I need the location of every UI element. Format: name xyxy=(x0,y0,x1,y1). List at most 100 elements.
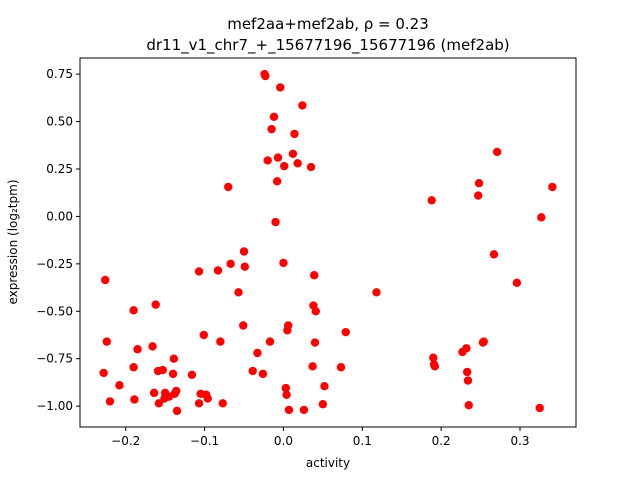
data-point xyxy=(154,399,164,408)
data-point xyxy=(293,159,302,168)
data-point xyxy=(336,363,346,372)
data-point xyxy=(115,381,124,390)
points-layer xyxy=(99,69,557,416)
data-point xyxy=(129,306,138,315)
data-point xyxy=(308,362,317,371)
chart-title-line2: dr11_v1_chr7_+_15677196_15677196 (mef2ab… xyxy=(146,36,509,55)
y-tick-label: −0.25 xyxy=(36,257,73,271)
data-point xyxy=(269,112,279,122)
y-tick-label: 0.00 xyxy=(46,209,73,223)
data-point xyxy=(271,217,280,227)
data-point xyxy=(261,71,270,81)
data-point xyxy=(267,124,276,134)
data-point xyxy=(248,366,257,376)
data-point xyxy=(101,275,110,285)
data-point xyxy=(213,266,223,275)
data-point xyxy=(273,153,283,162)
data-point xyxy=(512,278,522,288)
data-point xyxy=(310,338,320,347)
y-tick-label: −0.75 xyxy=(36,352,73,366)
data-point xyxy=(187,370,197,380)
data-point xyxy=(169,354,179,363)
data-point xyxy=(282,390,291,399)
x-axis-label: activity xyxy=(306,456,350,470)
data-point xyxy=(253,348,262,358)
data-point xyxy=(548,182,557,192)
data-point xyxy=(430,362,440,371)
y-tick-label: −1.00 xyxy=(36,399,73,413)
data-point xyxy=(479,337,488,346)
data-point xyxy=(203,394,212,403)
data-point xyxy=(239,247,249,256)
data-point xyxy=(148,342,157,351)
data-point xyxy=(105,397,115,406)
data-point xyxy=(284,405,294,415)
data-point xyxy=(299,405,309,415)
data-point xyxy=(102,337,112,346)
data-point xyxy=(199,330,208,340)
data-point xyxy=(463,376,473,385)
data-point xyxy=(258,369,268,379)
data-point xyxy=(239,321,248,330)
data-point xyxy=(429,353,438,362)
data-point xyxy=(276,83,285,92)
data-point xyxy=(265,337,275,346)
data-point xyxy=(462,367,472,377)
data-point xyxy=(279,258,288,268)
y-axis-ticks: 0.75 0.50 0.25 0.00 −0.25 −0.50 −0.75 −1.00 xyxy=(36,67,80,413)
data-point xyxy=(283,321,293,330)
data-point xyxy=(130,395,139,404)
data-point xyxy=(318,400,328,409)
x-tick-label: 0.2 xyxy=(432,434,451,448)
data-point xyxy=(216,337,225,346)
data-point xyxy=(226,259,235,269)
chart-title-line1: mef2aa+mef2ab, ρ = 0.23 xyxy=(227,15,429,33)
data-point xyxy=(537,213,546,222)
data-point xyxy=(492,147,502,157)
data-point xyxy=(172,406,182,416)
x-tick-label: −0.2 xyxy=(111,434,140,448)
data-point xyxy=(306,162,316,172)
data-point xyxy=(535,403,544,413)
data-point xyxy=(320,382,329,391)
data-point xyxy=(158,365,167,375)
y-axis-label: expression (log₂tpm) xyxy=(6,179,20,304)
data-point xyxy=(474,179,484,188)
data-point xyxy=(133,345,142,354)
data-point xyxy=(151,300,160,309)
y-tick-label: 0.75 xyxy=(46,67,73,81)
data-point xyxy=(194,267,204,276)
data-point xyxy=(489,250,499,259)
data-point xyxy=(194,399,204,408)
data-point xyxy=(372,288,381,297)
data-point xyxy=(280,161,289,171)
data-point xyxy=(298,101,307,110)
data-point xyxy=(464,400,473,410)
y-tick-label: 0.25 xyxy=(46,162,73,176)
x-tick-label: 0.3 xyxy=(510,434,529,448)
data-point xyxy=(263,156,272,165)
data-point xyxy=(427,196,436,205)
data-point xyxy=(99,368,108,378)
x-tick-label: 0.0 xyxy=(274,434,293,448)
data-point xyxy=(218,399,227,408)
data-point xyxy=(234,288,243,297)
y-tick-label: −0.50 xyxy=(36,304,73,318)
data-point xyxy=(310,271,319,280)
data-point xyxy=(474,191,483,200)
y-tick-label: 0.50 xyxy=(46,115,73,129)
data-point xyxy=(168,369,178,379)
data-point xyxy=(462,344,471,353)
data-point xyxy=(224,182,233,192)
data-point xyxy=(281,383,291,393)
x-axis-ticks: −0.2 −0.1 0.0 0.1 0.2 0.3 xyxy=(111,427,530,448)
x-tick-label: 0.1 xyxy=(353,434,372,448)
data-point xyxy=(149,388,159,398)
data-point xyxy=(240,262,250,271)
data-point xyxy=(341,327,350,337)
data-point xyxy=(290,129,299,139)
plot-frame xyxy=(79,57,577,428)
data-point xyxy=(288,149,298,159)
data-point xyxy=(272,177,282,186)
